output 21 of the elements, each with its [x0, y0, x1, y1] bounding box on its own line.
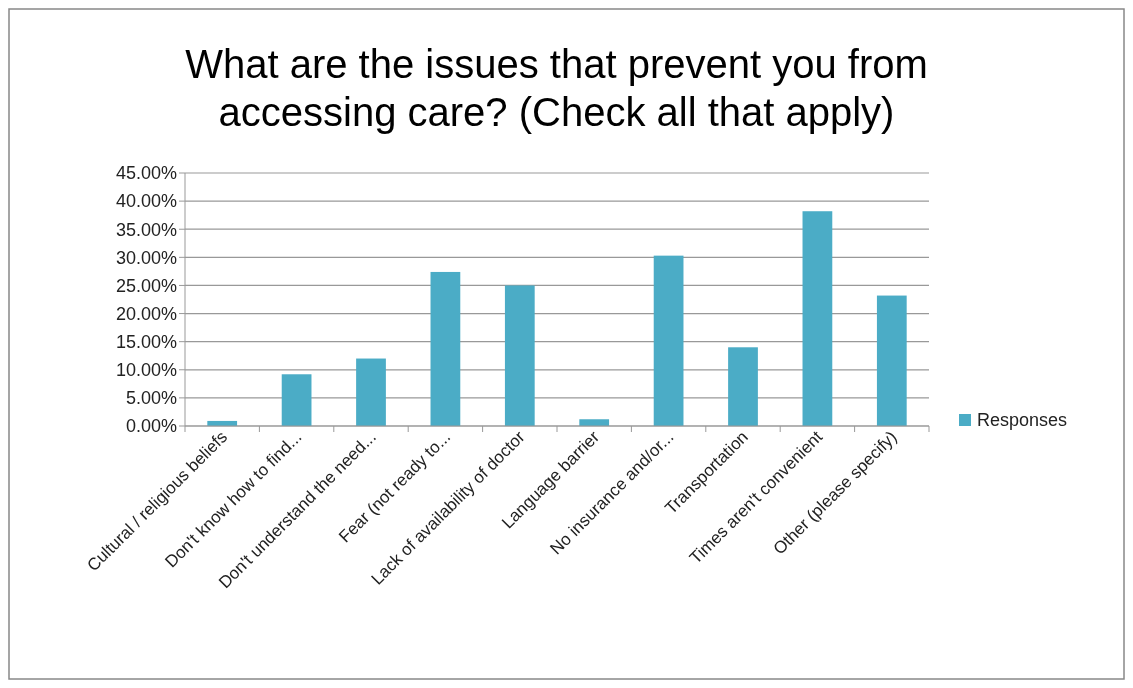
y-tick-label: 15.00% [115, 331, 177, 352]
bar [728, 347, 758, 426]
y-tick-label: 45.00% [115, 163, 177, 184]
bar [579, 419, 610, 426]
bar [430, 271, 461, 426]
bar [876, 295, 907, 426]
y-tick-label: 5.00% [125, 388, 177, 409]
y-tick-label: 10.00% [115, 360, 177, 381]
y-tick-label: 40.00% [115, 191, 177, 212]
y-tick-label: 0.00% [125, 416, 177, 437]
bar [356, 358, 386, 426]
bar [802, 211, 833, 426]
y-tick-label: 25.00% [115, 275, 177, 296]
y-tick-label: 30.00% [115, 247, 177, 268]
legend-label: Responses [977, 410, 1068, 431]
y-tick-label: 35.00% [115, 219, 177, 240]
bar [281, 374, 312, 426]
chart-title: What are the issues that prevent you from accessing care? (Check all that apply) [185, 42, 928, 134]
bar [653, 255, 684, 426]
y-tick-label: 20.00% [115, 303, 177, 324]
bar [504, 285, 535, 426]
